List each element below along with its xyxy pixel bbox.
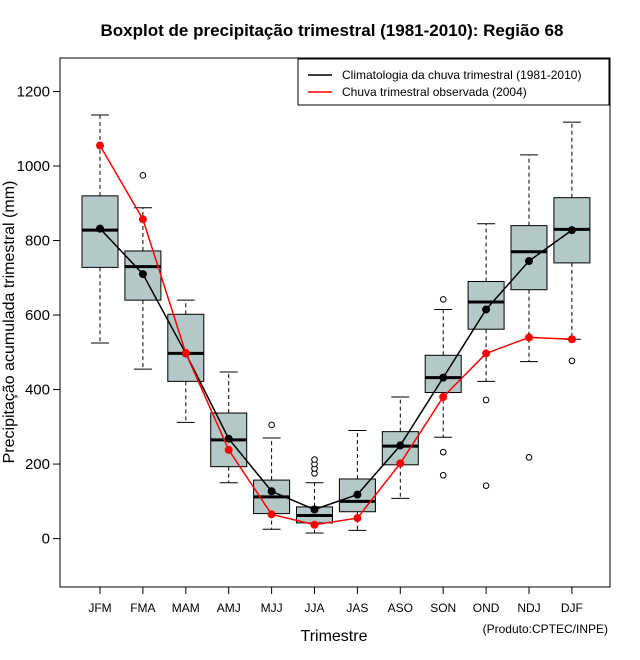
x-tick-label: NDJ xyxy=(517,601,540,615)
y-tick-label: 0 xyxy=(42,531,50,548)
outlier-point xyxy=(311,456,318,463)
series-lines xyxy=(96,141,576,529)
box-iqr xyxy=(467,281,505,330)
series-point-climatology xyxy=(96,224,104,233)
box-group xyxy=(81,114,591,534)
series-point-observed xyxy=(96,141,104,150)
series-point-climatology xyxy=(224,434,233,443)
series-point-observed xyxy=(267,510,276,519)
credit-text: (Produto:CPTEC/INPE) xyxy=(483,622,608,636)
plot-frame xyxy=(59,57,611,588)
y-tick-label: 800 xyxy=(25,233,50,250)
series-point-climatology xyxy=(267,487,276,496)
x-tick-label: JAS xyxy=(346,601,368,615)
outlier-point xyxy=(482,396,490,404)
series-point-climatology xyxy=(138,270,147,279)
series-point-climatology xyxy=(353,490,362,499)
chart-title: Boxplot de precipitação trimestral (1981… xyxy=(101,21,564,40)
y-tick-label: 1200 xyxy=(17,84,50,101)
series-point-climatology xyxy=(396,441,405,450)
outlier-point xyxy=(568,357,576,365)
y-tick-label: 600 xyxy=(25,307,50,324)
series-point-climatology xyxy=(310,505,319,514)
box-OND xyxy=(467,223,505,489)
series-point-observed xyxy=(138,215,147,224)
legend-box xyxy=(297,58,610,106)
series-point-observed xyxy=(567,335,576,344)
series-line-climatology xyxy=(99,228,573,511)
box-SON xyxy=(424,296,462,479)
series-point-observed xyxy=(310,520,319,529)
x-tick-label: MAM xyxy=(172,601,200,615)
series-line-observed xyxy=(99,145,572,526)
series-point-observed xyxy=(396,459,405,468)
series-point-observed xyxy=(353,514,362,523)
x-tick-label: FMA xyxy=(130,601,155,615)
series-point-climatology xyxy=(567,226,576,235)
outlier-point xyxy=(439,448,447,456)
y-axis: 0 200 400 600 800 1000 1200 xyxy=(17,84,60,548)
y-tick-label: 200 xyxy=(25,456,50,473)
outlier-point xyxy=(439,296,447,303)
series-point-observed xyxy=(525,333,533,342)
box-iqr xyxy=(167,313,205,382)
box-JJA xyxy=(296,456,333,534)
x-tick-label: SON xyxy=(430,601,456,615)
outlier-point xyxy=(525,454,533,461)
box-MAM xyxy=(167,299,205,423)
x-tick-label: DJF xyxy=(561,601,583,615)
outlier-point xyxy=(439,471,447,479)
y-tick-label: 400 xyxy=(25,382,50,399)
series-point-climatology xyxy=(439,373,448,382)
series-point-observed xyxy=(482,349,491,358)
x-tick-label: AMJ xyxy=(217,601,241,615)
series-point-observed xyxy=(439,393,448,402)
box-AMJ xyxy=(210,371,248,484)
series-point-observed xyxy=(181,349,190,358)
x-tick-label: ASO xyxy=(388,601,413,615)
series-point-climatology xyxy=(482,305,491,314)
x-axis-label: Trimestre xyxy=(301,628,368,645)
y-axis-label: Precipitação acumulada trimestral (mm) xyxy=(1,181,18,464)
outlier-point xyxy=(139,172,147,179)
outlier-point xyxy=(268,421,275,429)
x-tick-label: JJA xyxy=(304,601,324,615)
y-tick-label: 1000 xyxy=(17,158,50,175)
box-NDJ xyxy=(510,154,548,461)
series-point-observed xyxy=(224,445,233,454)
x-tick-label: MJJ xyxy=(261,601,283,615)
box-DJF xyxy=(553,121,591,365)
legend-label-climatology: Climatologia da chuva trimestral (1981-2… xyxy=(342,68,581,82)
outlier-point xyxy=(482,482,490,489)
legend-label-observed: Chuva trimestral observada (2004) xyxy=(342,85,527,99)
x-axis: JFM FMA MAM AMJ MJJ JJA JAS ASO SON OND NDJ DJF xyxy=(88,587,583,615)
legend: Climatologia da chuva trimestral (1981-2… xyxy=(297,58,610,106)
x-tick-label: JFM xyxy=(88,601,111,615)
x-tick-label: OND xyxy=(473,601,500,615)
series-point-climatology xyxy=(525,257,533,266)
